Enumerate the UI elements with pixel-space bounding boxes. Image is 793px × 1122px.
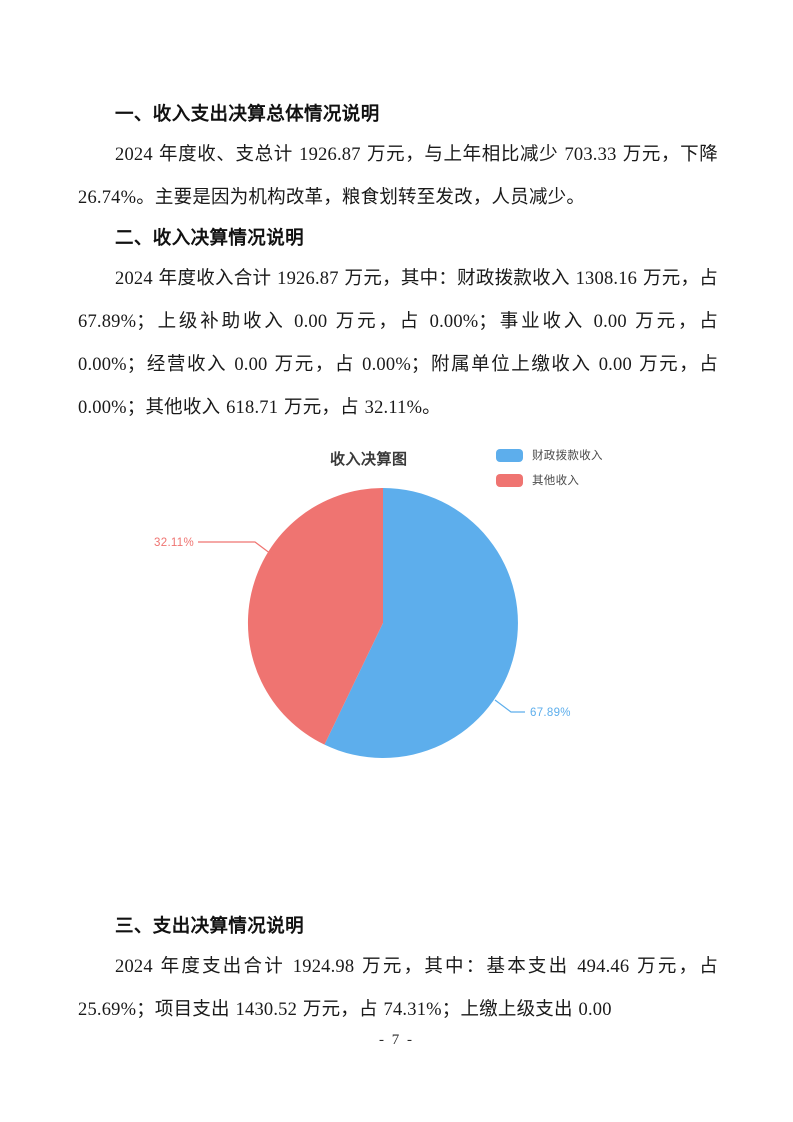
legend-item-other-income[interactable]: 其他收入 <box>496 469 666 491</box>
section-heading-expenditure: 三、支出决算情况说明 <box>115 917 305 937</box>
leader-line-appropriation-income <box>494 699 525 713</box>
legend-label-appropriation-income: 财政拨款收入 <box>532 450 603 462</box>
pie-chart-area: 32.11% 67.89% <box>78 488 718 828</box>
section-heading-income: 二、收入决算情况说明 <box>115 229 305 249</box>
chart-legend: 财政拨款收入 其他收入 <box>496 444 666 494</box>
pie-chart-svg: 32.11% 67.89% <box>154 488 571 758</box>
pie-label-appropriation-income: 67.89% <box>530 707 571 719</box>
legend-swatch-blue-icon <box>496 448 523 462</box>
income-final-accounts-chart: 收入决算图 财政拨款收入 其他收入 32 <box>78 438 718 838</box>
document-body-expenditure: 三、支出决算情况说明 2024 年度支出合计 1924.98 万元，其中：基本支… <box>78 908 718 1032</box>
page-number: - 7 - <box>379 1032 414 1048</box>
document-body: 一、收入支出决算总体情况说明 2024 年度收、支总计 1926.87 万元，与… <box>78 96 718 430</box>
pie-label-other-income: 32.11% <box>154 537 194 549</box>
legend-label-other-income: 其他收入 <box>532 475 580 487</box>
section-paragraph-overall: 2024 年度收、支总计 1926.87 万元，与上年相比减少 703.33 万… <box>78 145 718 208</box>
pie-slice-other-income[interactable] <box>247 488 383 745</box>
leader-line-other-income <box>198 541 272 555</box>
section-paragraph-expenditure: 2024 年度支出合计 1924.98 万元，其中：基本支出 494.46 万元… <box>78 957 718 1020</box>
chart-title: 收入决算图 <box>330 451 408 468</box>
section-heading-overall: 一、收入支出决算总体情况说明 <box>115 105 380 125</box>
legend-item-appropriation-income[interactable]: 财政拨款收入 <box>496 444 666 466</box>
pie-slice-appropriation-income[interactable] <box>324 488 518 758</box>
legend-swatch-red-icon <box>496 473 523 487</box>
section-paragraph-income: 2024 年度收入合计 1926.87 万元，其中：财政拨款收入 1308.16… <box>78 269 718 418</box>
